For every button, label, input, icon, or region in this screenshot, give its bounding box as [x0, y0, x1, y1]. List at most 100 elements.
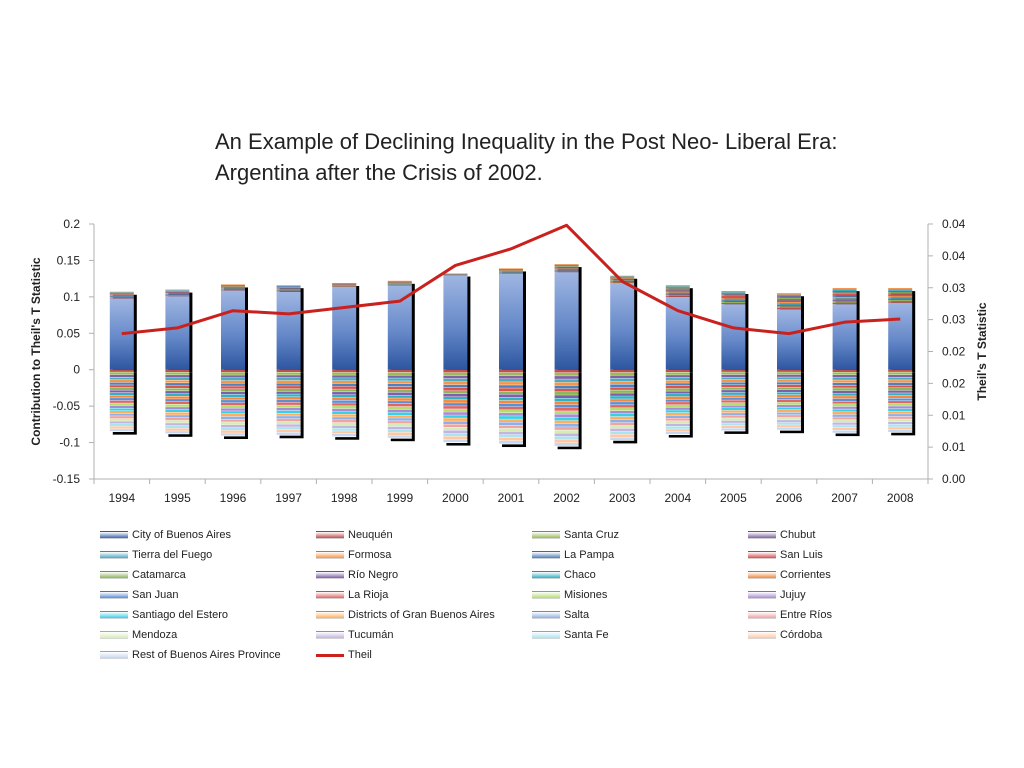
bar-segment-negative: [721, 387, 746, 391]
legend-label: Rest of Buenos Aires Province: [132, 649, 281, 661]
bar-segment-negative: [610, 375, 635, 379]
bar-segment-negative: [832, 422, 857, 426]
bar-segment-negative: [777, 379, 801, 383]
bar-segment-negative: [721, 407, 746, 411]
bar-segment-negative: [443, 369, 468, 373]
legend-swatch: [316, 551, 344, 559]
bar-segment-negative: [109, 421, 134, 424]
bar-segment-negative: [554, 385, 579, 389]
bar-segment-negative: [777, 412, 801, 416]
bar-segment-negative: [777, 417, 801, 421]
bar-segment-city-of-buenos-aires: [276, 291, 301, 370]
legend-swatch: [748, 531, 776, 539]
bar-segment-negative: [665, 418, 690, 422]
bar-segment-positive: [554, 270, 579, 272]
bar-segment-negative: [554, 433, 579, 437]
bar-segment-negative: [665, 383, 690, 386]
legend-swatch: [748, 551, 776, 559]
legend-label: Santa Cruz: [564, 529, 620, 541]
bar-segment-negative: [109, 382, 134, 386]
bar-segment-negative: [832, 419, 857, 423]
bar-segment-negative: [387, 435, 412, 439]
legend-item: Salta: [532, 607, 589, 623]
bar-segment-positive: [332, 285, 357, 286]
bar-segment-negative: [499, 422, 523, 426]
bar-segment-city-of-buenos-aires: [665, 296, 690, 370]
bar-segment-negative: [109, 390, 134, 393]
legend-label: Chaco: [564, 569, 596, 581]
bar-segment-negative: [499, 375, 523, 380]
bar-segment-negative: [165, 383, 190, 386]
bar-segment-negative: [610, 431, 635, 435]
bar-segment-negative: [276, 432, 301, 436]
x-tick-label: 1994: [108, 491, 135, 505]
bar-segment-negative: [610, 402, 635, 406]
bar-segment-positive: [109, 291, 134, 293]
bar-segment-negative: [332, 394, 357, 398]
bar-segment-negative: [165, 412, 190, 416]
bar-segment-negative: [832, 414, 857, 418]
bar-segment-negative: [777, 384, 801, 388]
bar-segment-negative: [109, 418, 134, 422]
bar-segment-positive: [109, 292, 134, 294]
bar-segment-negative: [554, 420, 579, 424]
bar-segment-positive: [665, 294, 690, 296]
bar-segment-positive: [888, 293, 913, 295]
bar-segment-negative: [888, 427, 913, 430]
bar-segment-positive: [721, 301, 746, 303]
bar-segment-positive: [221, 285, 245, 287]
bar-segment-negative: [387, 389, 412, 393]
bar-segment-negative: [499, 437, 523, 441]
legend-label: Theil: [348, 649, 372, 661]
legend-item: La Pampa: [532, 547, 614, 563]
bar-segment-negative: [332, 372, 357, 376]
bar-segment-negative: [221, 389, 245, 392]
bar-segment-positive: [832, 296, 857, 299]
legend-swatch: [532, 591, 560, 599]
legend-label: Entre Ríos: [780, 609, 832, 621]
y2-tick-label: 0.02: [942, 345, 966, 359]
bar-segment-positive: [276, 285, 301, 286]
bar-segment-negative: [276, 413, 301, 417]
bar-segment-negative: [387, 412, 412, 416]
bar-segment-positive: [221, 287, 245, 289]
bar-segment-negative: [109, 387, 134, 391]
bar-segment-positive: [332, 283, 357, 284]
bar-segment-negative: [332, 408, 357, 412]
bar-segment-negative: [777, 415, 801, 418]
bar-segment-negative: [721, 377, 746, 380]
bar-segment-negative: [721, 428, 746, 431]
bar-segment-negative: [443, 424, 468, 428]
chart-title-line-1: An Example of Declining Inequality in th…: [215, 129, 838, 154]
bar-segment-positive: [665, 287, 690, 289]
bar-segment-negative: [665, 421, 690, 424]
bar-segment-negative: [387, 378, 412, 382]
legend-item: Mendoza: [100, 627, 177, 643]
legend-item: Chubut: [748, 527, 815, 543]
bar-segment-negative: [165, 372, 190, 376]
bar-segment-positive: [221, 286, 245, 287]
bar-segment-negative: [832, 390, 857, 394]
bar-segment-negative: [165, 399, 190, 402]
bar-segment-positive: [777, 306, 801, 308]
bar-segment-positive: [665, 290, 690, 292]
bar-segment-positive: [221, 289, 245, 290]
bar-segment-positive: [777, 296, 801, 298]
bar-segment-negative: [721, 410, 746, 414]
bar-segment-negative: [165, 396, 190, 400]
legend-label: Jujuy: [780, 589, 806, 601]
legend-item: Jujuy: [748, 587, 806, 603]
bar-segment-negative: [165, 415, 190, 418]
bar-segment-positive: [888, 298, 913, 301]
bar-segment-positive: [721, 292, 746, 294]
bar-segment-positive: [332, 284, 357, 285]
legend-label: Districts of Gran Buenos Aires: [348, 609, 495, 621]
bar-segment-negative: [276, 380, 301, 384]
bar-segment-positive: [888, 297, 913, 299]
x-tick-label: 1998: [331, 491, 358, 505]
legend-swatch: [100, 551, 128, 559]
bar-segment-negative: [888, 374, 913, 378]
legend-label: Catamarca: [132, 569, 186, 581]
bar-segment-city-of-buenos-aires: [721, 304, 746, 370]
bar-segment-positive: [499, 272, 523, 274]
